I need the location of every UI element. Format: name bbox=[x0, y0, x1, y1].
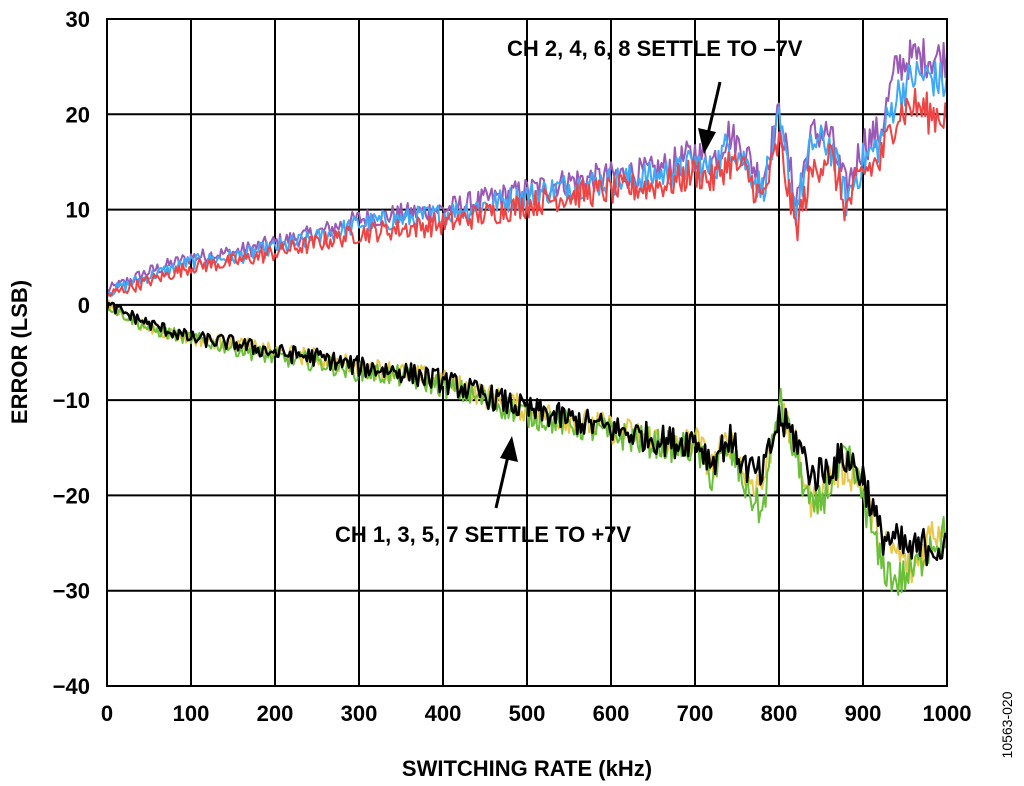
y-axis-label: ERROR (LSB) bbox=[7, 280, 32, 424]
x-tick-label: 400 bbox=[425, 701, 462, 726]
y-tick-labels: 30 20 10 0 −10 −20 −30 −40 bbox=[53, 7, 90, 699]
y-tick-label: −10 bbox=[53, 388, 90, 413]
annotation-lower-text: CH 1, 3, 5, 7 SETTLE TO +7V bbox=[335, 522, 631, 547]
y-tick-label: 30 bbox=[66, 7, 90, 32]
x-axis-label: SWITCHING RATE (kHz) bbox=[402, 756, 652, 781]
y-tick-label: 20 bbox=[66, 102, 90, 127]
figure-id: 10563-020 bbox=[999, 691, 1015, 758]
x-tick-label: 900 bbox=[845, 701, 882, 726]
annotation-lower-arrow-head bbox=[500, 436, 518, 462]
x-tick-label: 300 bbox=[341, 701, 378, 726]
plot-frame bbox=[106, 18, 948, 687]
grid bbox=[107, 19, 947, 686]
x-tick-label: 500 bbox=[509, 701, 546, 726]
annotation-lower-arrow-line bbox=[494, 455, 510, 509]
series-line-2 bbox=[106, 60, 948, 299]
annotation-upper-arrow-line bbox=[706, 81, 722, 135]
x-tick-label: 600 bbox=[593, 701, 630, 726]
x-tick-label: 100 bbox=[173, 701, 210, 726]
annotation-upper-text: CH 2, 4, 6, 8 SETTLE TO –7V bbox=[507, 36, 803, 61]
x-tick-labels: 0 100 200 300 400 500 600 700 800 900 1000 bbox=[101, 701, 972, 726]
series-line-3 bbox=[106, 87, 948, 298]
y-tick-label: −40 bbox=[53, 674, 90, 699]
x-tick-label: 1000 bbox=[923, 701, 972, 726]
y-tick-label: 0 bbox=[78, 293, 90, 318]
y-tick-label: 10 bbox=[66, 198, 90, 223]
annotation-lower: CH 1, 3, 5, 7 SETTLE TO +7V bbox=[335, 436, 631, 547]
annotation-upper: CH 2, 4, 6, 8 SETTLE TO –7V bbox=[507, 36, 803, 154]
x-tick-label: 800 bbox=[761, 701, 798, 726]
annotation-upper-arrow-head bbox=[698, 128, 716, 154]
series-group bbox=[105, 38, 948, 596]
x-tick-label: 200 bbox=[257, 701, 294, 726]
series-line-6 bbox=[105, 301, 948, 567]
y-tick-label: −20 bbox=[53, 483, 90, 508]
y-tick-label: −30 bbox=[53, 579, 90, 604]
x-tick-label: 0 bbox=[101, 701, 113, 726]
x-tick-label: 700 bbox=[677, 701, 714, 726]
